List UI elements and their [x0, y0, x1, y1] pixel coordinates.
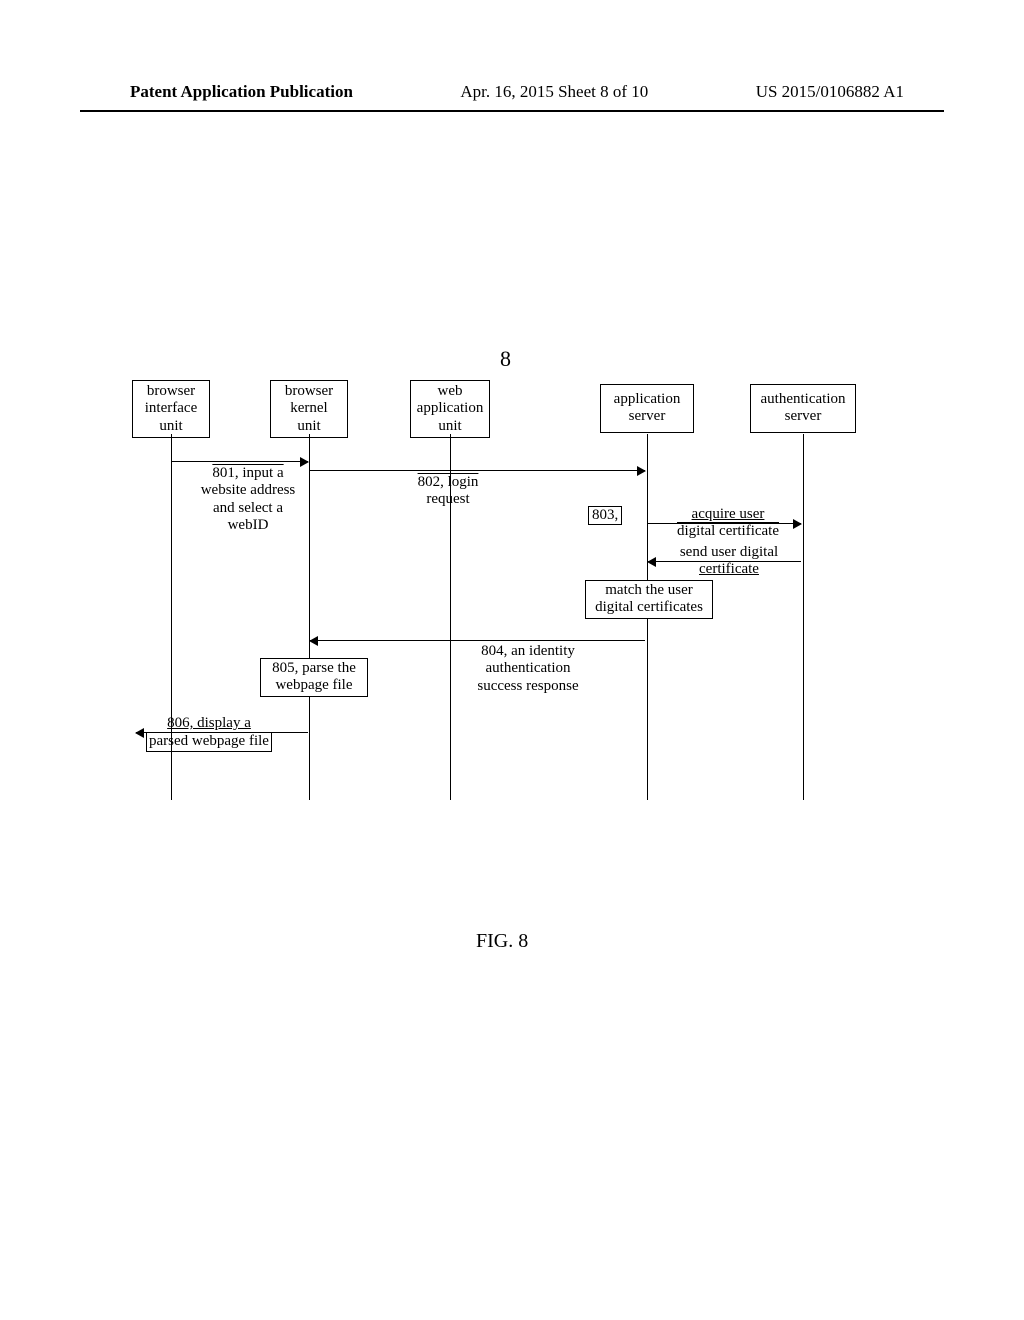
- msg-802-rest: request: [426, 491, 469, 507]
- msg-801-rest: website addressand select awebID: [201, 482, 296, 533]
- msg-802-num: 802, login: [418, 474, 479, 490]
- msg-805-box: 805, parse thewebpage file: [260, 658, 368, 697]
- msg-803a-label: acquire user digital certificate: [658, 506, 798, 541]
- header-mid: Apr. 16, 2015 Sheet 8 of 10: [460, 82, 648, 102]
- lifeline-box-browser-kernel: browserkernelunit: [270, 380, 348, 438]
- header-rule: [80, 110, 944, 112]
- msg-804-text: 804, an identityauthenticationsuccess re…: [477, 643, 578, 694]
- lifeline-5: [803, 434, 804, 800]
- msg-801-num: 801, input a: [212, 465, 283, 481]
- figure-caption: FIG. 8: [476, 930, 528, 953]
- msg-803c-box: match the userdigital certificates: [585, 580, 713, 619]
- msg-803b-line2: certificate: [699, 561, 759, 577]
- msg-806-label: 806, display a parsed webpage file: [134, 715, 284, 752]
- lifeline-box-application-server: applicationserver: [600, 384, 694, 433]
- msg-803-num: 803,: [588, 506, 622, 525]
- msg-804-label: 804, an identityauthenticationsuccess re…: [458, 643, 598, 695]
- page-header: Patent Application Publication Apr. 16, …: [0, 82, 1024, 102]
- msg-806-line2: parsed webpage file: [146, 732, 272, 751]
- msg-803a-line2: digital certificate: [677, 523, 779, 539]
- lifeline-label: authenticationserver: [761, 391, 846, 424]
- lifeline-label: browserkernelunit: [285, 383, 333, 434]
- lifeline-label: webapplicationunit: [417, 383, 484, 434]
- lifeline-box-web-application: webapplicationunit: [410, 380, 490, 438]
- msg-803a-line1: acquire user: [692, 506, 765, 522]
- lifeline-2: [309, 434, 310, 800]
- lifeline-box-browser-interface: browserinterfaceunit: [132, 380, 210, 438]
- msg-801-label: 801, input a website addressand select a…: [188, 465, 308, 534]
- msg-805-text: 805, parse thewebpage file: [272, 660, 356, 693]
- num-box-803: 803,: [588, 506, 622, 525]
- msg-803c-text: match the userdigital certificates: [595, 582, 703, 615]
- lifeline-label: applicationserver: [614, 391, 681, 424]
- msg-801-arrow: [172, 461, 308, 462]
- header-left: Patent Application Publication: [130, 82, 353, 102]
- lifeline-box-authentication-server: authenticationserver: [750, 384, 856, 433]
- msg-803b-line1: send user digital: [680, 544, 778, 560]
- header-right: US 2015/0106882 A1: [756, 82, 904, 102]
- msg-804-arrow: [310, 640, 645, 641]
- sequence-diagram: browserinterfaceunit browserkernelunit w…: [130, 340, 910, 810]
- lifeline-label: browserinterfaceunit: [145, 383, 197, 434]
- msg-803b-label: send user digital certificate: [654, 544, 804, 579]
- msg-802-label: 802, login request: [388, 474, 508, 509]
- msg-806-line1: 806, display a: [167, 715, 251, 731]
- msg-802-arrow: [310, 470, 645, 471]
